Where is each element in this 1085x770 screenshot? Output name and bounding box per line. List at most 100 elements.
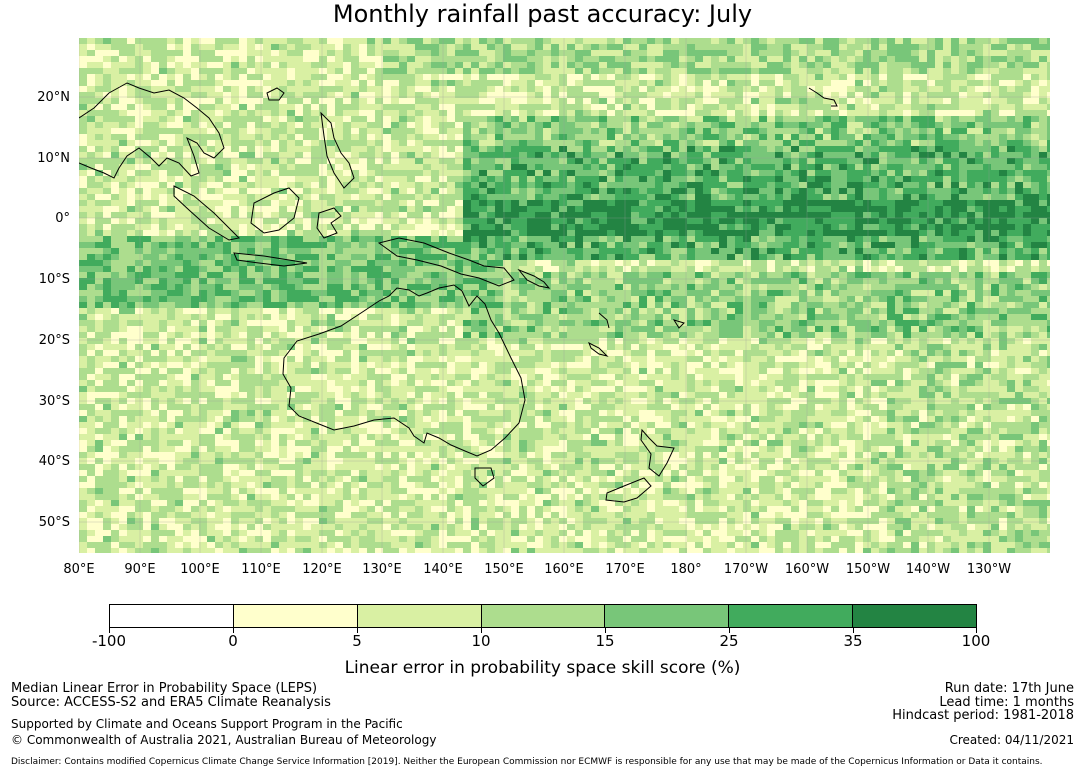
skill-cell [151,128,159,134]
skill-cell [583,134,591,140]
skill-cell [255,230,263,236]
skill-cell [927,152,935,158]
skill-cell [695,104,703,110]
skill-cell [999,92,1007,98]
skill-cell [719,38,727,44]
skill-cell [759,62,767,68]
skill-cell [559,194,567,200]
skill-cell [671,194,679,200]
skill-cell [871,164,879,170]
skill-cell [519,44,527,50]
skill-cell [1047,218,1050,224]
skill-cell [927,44,935,50]
skill-cell [735,56,743,62]
skill-cell [295,134,303,140]
skill-cell [471,254,479,260]
skill-cell [847,86,855,92]
skill-cell [623,164,631,170]
skill-cell [847,134,855,140]
skill-cell [983,278,991,284]
skill-cell [95,200,103,206]
skill-cell [703,176,711,182]
skill-cell [799,116,807,122]
skill-cell [223,164,231,170]
skill-cell [879,200,887,206]
skill-cell [927,218,935,224]
skill-cell [151,56,159,62]
skill-cell [711,188,719,194]
skill-cell [151,248,159,254]
skill-cell [591,182,599,188]
skill-cell [303,152,311,158]
skill-cell [615,104,623,110]
skill-cell [255,194,263,200]
skill-cell [367,86,375,92]
skill-cell [287,128,295,134]
skill-cell [791,86,799,92]
skill-cell [1007,218,1015,224]
skill-cell [391,98,399,104]
skill-cell [135,44,143,50]
skill-cell [831,272,839,278]
skill-cell [775,260,783,266]
skill-cell [383,170,391,176]
skill-cell [159,230,167,236]
skill-cell [271,56,279,62]
skill-cell [623,170,631,176]
skill-cell [1015,134,1023,140]
skill-cell [863,44,871,50]
skill-cell [95,230,103,236]
skill-cell [471,140,479,146]
skill-cell [279,194,287,200]
skill-cell [783,188,791,194]
skill-cell [583,56,591,62]
skill-cell [191,56,199,62]
skill-cell [1039,68,1047,74]
skill-cell [935,86,943,92]
skill-cell [1039,122,1047,128]
skill-cell [199,104,207,110]
skill-cell [1031,68,1039,74]
skill-cell [495,86,503,92]
skill-cell [175,152,183,158]
skill-cell [239,266,247,272]
skill-cell [351,176,359,182]
skill-cell [935,104,943,110]
skill-cell [527,104,535,110]
skill-cell [271,80,279,86]
skill-cell [311,272,319,278]
skill-cell [727,74,735,80]
skill-cell [743,248,751,254]
skill-cell [927,278,935,284]
skill-cell [239,182,247,188]
skill-cell [399,50,407,56]
skill-cell [983,80,991,86]
skill-cell [719,272,727,278]
skill-cell [911,230,919,236]
skill-cell [1039,182,1047,188]
skill-cell [199,266,207,272]
skill-cell [631,134,639,140]
skill-cell [1031,110,1039,116]
skill-cell [871,194,879,200]
skill-cell [839,194,847,200]
skill-cell [295,158,303,164]
skill-cell [975,242,983,248]
skill-cell [1047,224,1050,230]
skill-cell [671,152,679,158]
skill-cell [751,164,759,170]
skill-cell [319,260,327,266]
skill-cell [95,98,103,104]
skill-cell [1023,80,1031,86]
skill-cell [351,242,359,248]
skill-cell [879,44,887,50]
skill-cell [671,176,679,182]
skill-cell [847,98,855,104]
skill-cell [583,188,591,194]
skill-cell [111,236,119,242]
skill-cell [623,134,631,140]
skill-cell [607,176,615,182]
skill-cell [631,206,639,212]
skill-cell [911,44,919,50]
skill-cell [543,56,551,62]
